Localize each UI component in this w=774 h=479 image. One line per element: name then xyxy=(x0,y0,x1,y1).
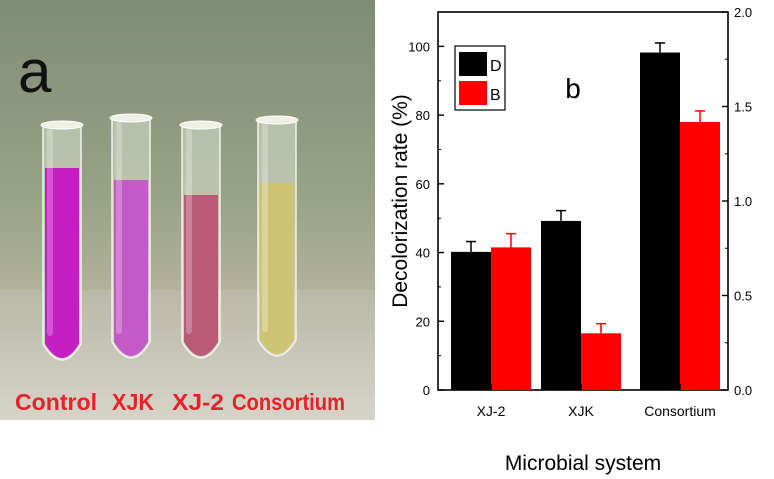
tube-highlight xyxy=(47,129,53,336)
panel-a-letter: a xyxy=(18,38,52,105)
panel-b-letter: b xyxy=(565,73,581,104)
legend-label-b: B xyxy=(490,87,501,104)
panel-b-chart: 0 20 40 60 80 100 0.0 0.5 1.0 1.5 2.0 XJ-2 XJK Consor… xyxy=(389,5,752,475)
tube-rim xyxy=(179,120,223,130)
tube-rim xyxy=(255,115,299,125)
tube-label-control: Control xyxy=(15,389,97,415)
y-tick-label: 20 xyxy=(416,314,430,329)
y2-tick-label: 2.0 xyxy=(734,5,752,20)
tube-rim xyxy=(40,120,84,130)
bar-b-xj-2 xyxy=(491,247,531,390)
tube-liquid xyxy=(45,168,79,358)
y-tick-label: 80 xyxy=(416,108,430,123)
bar-d-xj-2 xyxy=(451,251,491,390)
y-axis-title: Decolorization rate (%) xyxy=(389,94,412,308)
y2-tick-label: 0.0 xyxy=(734,383,752,398)
tube-liquid xyxy=(114,180,148,356)
tube-highlight xyxy=(262,124,268,332)
y-tick-label: 100 xyxy=(408,39,430,54)
tube-highlight xyxy=(186,129,192,334)
panel-a-photo: a Control XJK XJ-2 Consortium xyxy=(0,0,375,420)
y-tick-label: 60 xyxy=(416,177,430,192)
bar-d-xjk xyxy=(541,220,581,390)
tube-liquid xyxy=(184,195,218,356)
legend-swatch-d xyxy=(459,52,487,76)
legend-swatch-b xyxy=(459,81,487,105)
bar-b-consortium xyxy=(680,121,720,391)
x-tick-label: XJK xyxy=(568,403,594,419)
tube-liquid xyxy=(260,183,294,354)
legend-label-d: D xyxy=(490,58,502,75)
test-tubes xyxy=(40,113,299,361)
x-axis-title: Microbial system xyxy=(505,452,661,475)
x-tick-label: XJ-2 xyxy=(477,403,506,419)
tube-rim xyxy=(109,113,153,123)
bar-b-xjk xyxy=(581,333,621,390)
y-tick-label: 40 xyxy=(416,246,430,261)
tube-label-xj2: XJ-2 xyxy=(172,389,224,415)
x-tick-label: Consortium xyxy=(644,403,716,419)
tube-highlight xyxy=(116,122,122,334)
tube-label-consortium: Consortium xyxy=(232,389,345,415)
y2-tick-label: 1.5 xyxy=(734,100,752,115)
bar-d-consortium xyxy=(640,52,680,390)
y2-tick-label: 1.0 xyxy=(734,194,752,209)
tube-label-xjk: XJK xyxy=(112,389,154,415)
y2-tick-label: 0.5 xyxy=(734,289,752,304)
y-tick-label: 0 xyxy=(423,383,430,398)
